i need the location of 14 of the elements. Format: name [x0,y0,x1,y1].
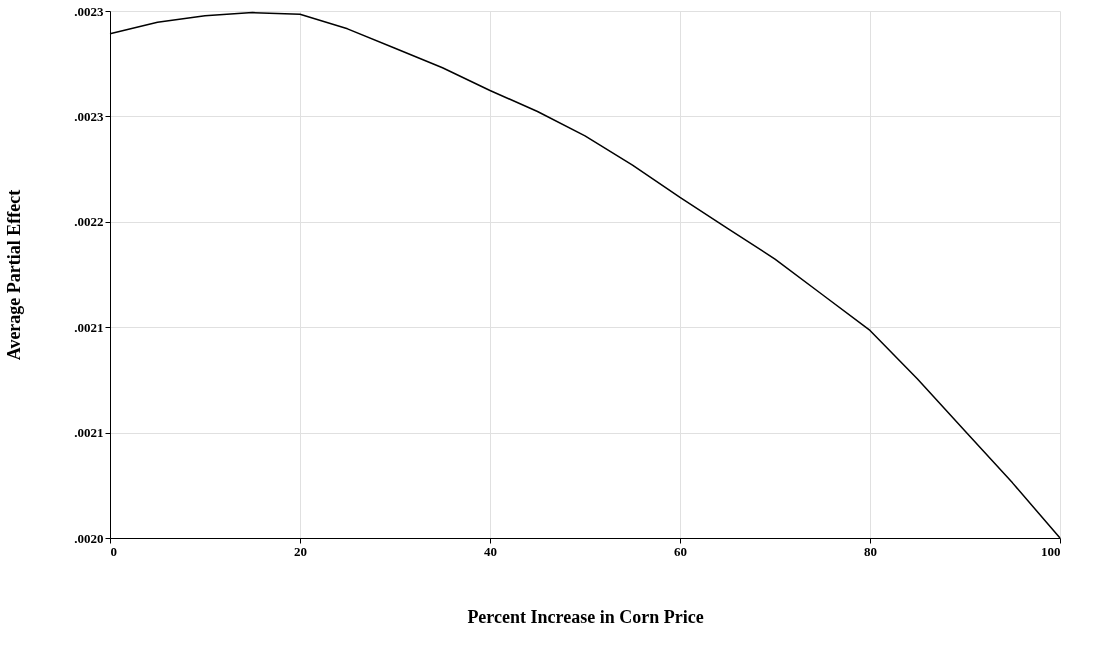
y-tick-label: .0023 [74,3,104,19]
y-tick-label: .0023 [74,108,104,124]
y-tick-label: .0022 [74,214,104,230]
y-axis-title: Average Partial Effect [4,189,25,361]
x-tick-label: 100 [1041,543,1061,559]
x-tick-label: 0 [110,543,117,559]
x-tick-label: 60 [674,543,687,559]
x-tick-label: 20 [294,543,307,559]
x-tick-label: 40 [484,543,497,559]
x-axis-title: Percent Increase in Corn Price [467,606,704,627]
y-tick-label: .0021 [74,319,104,335]
y-tick-label: .0021 [74,425,104,441]
y-tick-label: .0020 [74,530,104,546]
x-tick-label: 80 [864,543,877,559]
